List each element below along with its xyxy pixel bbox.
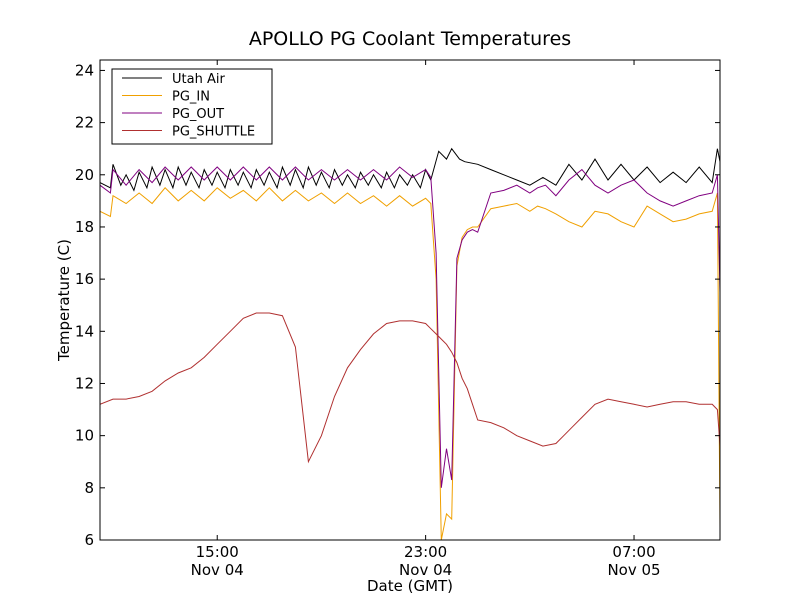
y-tick-label: 20 [75,166,94,184]
chart-title: APOLLO PG Coolant Temperatures [249,28,571,50]
y-axis-label: Temperature (C) [55,239,73,362]
legend-label: PG_IN [172,90,210,105]
legend-label: PG_SHUTTLE [172,125,255,140]
x-tick-time-label: 07:00 [612,543,655,561]
y-tick-label: 16 [75,270,94,288]
legend-label: PG_OUT [172,107,224,122]
y-tick-label: 18 [75,218,94,236]
y-tick-label: 10 [75,427,94,445]
x-tick-date-label: Nov 04 [191,561,244,579]
x-tick-date-label: Nov 04 [399,561,452,579]
x-tick-time-label: 23:00 [404,543,447,561]
x-tick-time-label: 15:00 [196,543,239,561]
series-line-utah-air [100,147,720,192]
y-tick-label: 12 [75,374,94,392]
y-tick-label: 14 [75,322,94,340]
plot-frame [99,59,721,541]
y-tick-label: 8 [84,479,94,497]
x-tick-date-label: Nov 05 [607,561,660,579]
series-line-pg-in [100,187,720,540]
series-layer [100,147,720,540]
y-tick-label: 22 [75,114,94,132]
x-axis-label: Date (GMT) [367,577,453,595]
y-tick-label: 6 [84,531,94,549]
legend: Utah Air PG_IN PG_OUT PG_SHUTTLE [111,68,273,145]
y-tick-label: 24 [75,61,94,79]
series-line-pg-out [100,166,720,488]
series-line-pg-shuttle [100,312,720,464]
legend-label: Utah Air [172,72,225,87]
y-axis: 6 8 10 12 14 16 18 20 22 24 [75,61,720,549]
legend-frame [111,68,273,145]
